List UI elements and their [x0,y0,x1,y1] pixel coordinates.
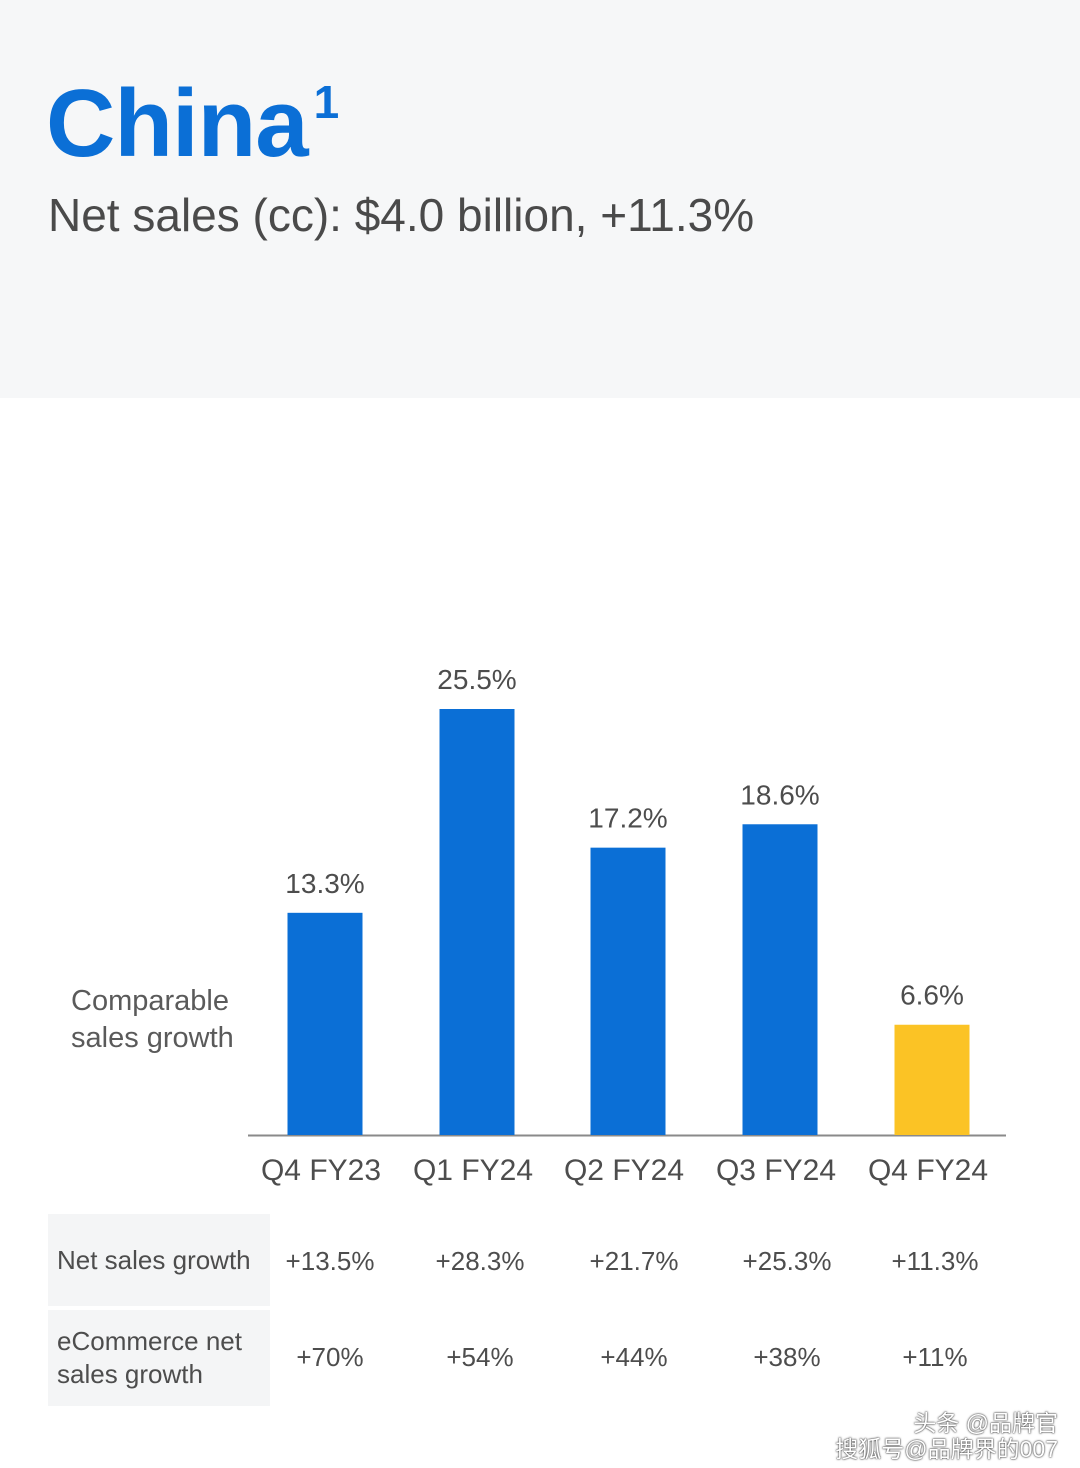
bar-value-label-1: 25.5% [437,664,516,695]
page-title: China 1 [46,70,340,177]
category-tick-label-2: Q2 FY24 [564,1154,684,1187]
bar-value-label-0: 13.3% [285,868,364,899]
net-sales-growth-cell-1: +28.3% [435,1246,525,1276]
ecommerce-growth-cell-3: +38% [753,1342,821,1372]
ecommerce-growth-cell-1: +54% [446,1342,514,1372]
bar-value-label-2: 17.2% [588,803,667,834]
category-tick-label-0: Q4 FY23 [261,1154,381,1187]
category-tick-label-4: Q4 FY24 [868,1154,988,1187]
net-sales-growth-cell-2: +21.7% [589,1246,679,1276]
row-label-ecommerce-growth: eCommerce net sales growth [48,1310,270,1406]
row-label-net-sales-growth: Net sales growth [48,1214,270,1306]
bar-3 [742,824,818,1135]
footnote-marker: 1 [313,76,340,128]
header-panel: China 1 Net sales (cc): $4.0 billion, +11… [0,0,1080,398]
ecommerce-growth-cell-0: +70% [296,1342,364,1372]
page-subtitle: Net sales (cc): $4.0 billion, +11.3% [48,189,755,241]
ecommerce-growth-cell-2: +44% [600,1342,668,1372]
bar-4 [894,1024,970,1135]
series-label: Comparable sales growth [71,985,234,1054]
ecommerce-growth-cell-4: +11% [902,1342,968,1372]
net-sales-growth-cell-4: +11.3% [891,1246,979,1276]
bar-1 [439,709,515,1135]
comparable-sales-bar-chart: 13.3% Q4 FY23 25.5% Q1 FY24 17.2% Q2 FY24 18.6… [248,664,1006,1187]
category-tick-label-3: Q3 FY24 [716,1154,836,1187]
watermark: 头条 @品牌官 搜狐号@品牌界的007 [835,1410,1058,1462]
bar-value-label-3: 18.6% [740,779,819,810]
category-tick-label-1: Q1 FY24 [413,1154,533,1187]
bar-0 [287,912,363,1135]
bar-value-label-4: 6.6% [900,980,964,1011]
net-sales-growth-cell-3: +25.3% [742,1246,832,1276]
bar-2 [590,847,666,1135]
net-sales-growth-cell-0: +13.5% [285,1246,375,1276]
